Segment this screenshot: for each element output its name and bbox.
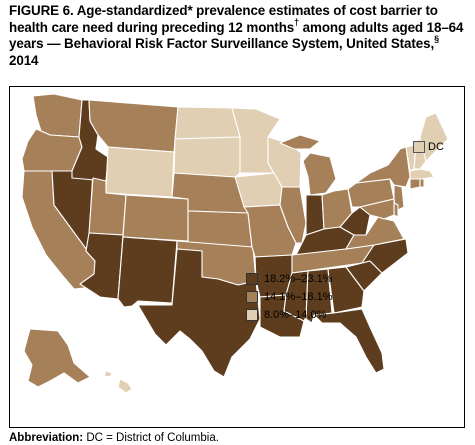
map-frame xyxy=(9,86,465,428)
legend-swatch-mid xyxy=(246,291,258,303)
state-hi-islands xyxy=(103,370,113,378)
state-ct xyxy=(409,178,421,190)
dagger-mark: † xyxy=(294,17,300,28)
state-mi-up xyxy=(279,134,321,150)
legend-item: 18.2%–23.1% xyxy=(246,270,366,288)
state-il xyxy=(279,186,307,244)
state-md xyxy=(359,198,395,220)
us-choropleth-map xyxy=(21,93,449,394)
legend-label-low: 8.0%–14.0% xyxy=(264,309,327,321)
legend-swatch-high xyxy=(246,273,258,285)
state-me xyxy=(419,112,449,162)
state-nm xyxy=(117,236,178,308)
dc-swatch xyxy=(413,141,425,153)
state-de xyxy=(393,202,399,218)
dc-label: DC xyxy=(428,141,444,153)
state-ma xyxy=(409,168,435,180)
legend-item: 14.1%–18.1% xyxy=(246,288,366,306)
abbreviation-note: Abbreviation: DC = District of Columbia. xyxy=(9,431,219,445)
legend-label-mid: 14.1%–18.1% xyxy=(264,291,333,303)
figure-title-text: Age-standardized* prevalence estimates o… xyxy=(9,3,438,35)
state-fl xyxy=(313,308,385,374)
state-tx xyxy=(137,248,261,378)
section-mark: § xyxy=(434,33,439,44)
abbreviation-text: DC = District of Columbia. xyxy=(83,432,219,444)
figure-title: FIGURE 6. Age-standardized* prevalence e… xyxy=(9,3,467,69)
state-co xyxy=(122,194,189,242)
abbreviation-label: Abbreviation: xyxy=(9,432,84,444)
state-hi xyxy=(117,378,133,394)
state-ks xyxy=(187,210,253,248)
map-legend: 18.2%–23.1% 14.1%–18.1% 8.0%–14.0% xyxy=(246,270,366,324)
state-sd xyxy=(173,136,241,178)
figure-label: FIGURE 6. xyxy=(9,3,74,18)
dc-inset-key: DC xyxy=(413,140,444,154)
state-ri xyxy=(419,178,425,188)
figure-title-year: 2014 xyxy=(9,52,39,68)
legend-item: 8.0%–14.0% xyxy=(246,306,366,324)
state-ak xyxy=(23,328,91,388)
state-in xyxy=(305,194,325,236)
state-mi xyxy=(302,152,337,196)
legend-swatch-low xyxy=(246,309,258,321)
figure-title-text-2: among adults aged 18–64 years — Behavior… xyxy=(9,19,464,52)
state-mt xyxy=(88,99,179,153)
state-ia xyxy=(234,172,283,208)
state-nd xyxy=(174,106,241,140)
state-ga xyxy=(327,266,365,314)
state-wy xyxy=(105,146,175,198)
legend-label-high: 18.2%–23.1% xyxy=(264,273,333,285)
